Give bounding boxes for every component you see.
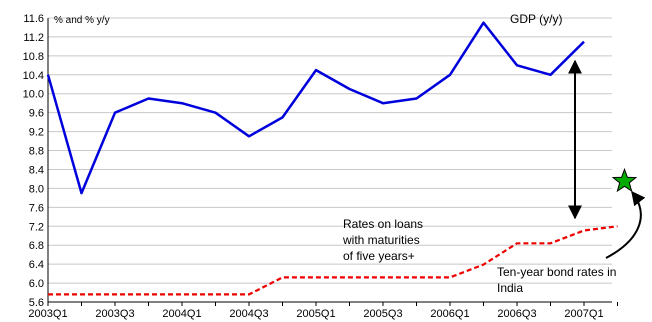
y-tick-label: 7.6 bbox=[29, 202, 44, 214]
x-tick-label: 2003Q1 bbox=[28, 308, 67, 320]
y-tick-label: 9.6 bbox=[29, 108, 44, 120]
bond-rate-label-line-1: Ten-year bond rates in bbox=[497, 265, 616, 279]
marker-layer bbox=[611, 167, 638, 193]
bond-curved-arrow bbox=[605, 190, 646, 259]
loan-rate-series-line bbox=[48, 225, 618, 296]
y-tick-label: 8.4 bbox=[29, 164, 44, 176]
y-tick-label: 10.0 bbox=[23, 89, 44, 101]
loan-rate-label-line-1: Rates on loans bbox=[343, 217, 423, 231]
x-tick-label: 2005Q1 bbox=[296, 308, 335, 320]
gdp-series-label: GDP (y/y) bbox=[510, 12, 562, 26]
x-tick-label: 2003Q3 bbox=[95, 308, 134, 320]
y-tick-label: 10.4 bbox=[23, 70, 44, 82]
bond-rate-star-icon bbox=[611, 167, 638, 193]
x-tick-label: 2006Q1 bbox=[430, 308, 469, 320]
y-tick-label: 7.2 bbox=[29, 221, 44, 233]
loan-rate-label: Rates on loans with maturities of five y… bbox=[342, 217, 426, 263]
bond-rate-label-line-2: India bbox=[497, 281, 523, 295]
axes bbox=[47, 18, 618, 306]
bond-rate-label: Ten-year bond rates in India bbox=[497, 265, 620, 295]
y-tick-labels: 11.6 11.2 10.8 10.4 10.0 9.6 9.2 8.8 8.4 8.0 7.6 7.… bbox=[23, 13, 44, 309]
x-tick-label: 2006Q3 bbox=[497, 308, 536, 320]
x-tick-labels: 2003Q1 2003Q3 2004Q1 2004Q3 2005Q1 2005Q3 2006… bbox=[28, 308, 603, 320]
y-tick-label: 8.8 bbox=[29, 146, 44, 158]
y-tick-label: 6.0 bbox=[29, 278, 44, 290]
y-tick-label: 10.8 bbox=[23, 51, 44, 63]
loan-rate-label-line-2: with maturities bbox=[342, 233, 420, 247]
y-axis-unit-label: % and % y/y bbox=[54, 15, 110, 26]
y-tick-label: 6.8 bbox=[29, 240, 44, 252]
y-tick-label: 11.6 bbox=[23, 13, 44, 25]
y-tick-label: 5.6 bbox=[29, 297, 44, 309]
gdp-series-line bbox=[46, 21, 585, 195]
x-tick-label: 2004Q3 bbox=[229, 308, 268, 320]
x-tick-label: 2007Q1 bbox=[564, 308, 603, 320]
series-layer bbox=[46, 21, 618, 296]
y-tick-label: 11.2 bbox=[23, 32, 44, 44]
y-tick-label: 9.2 bbox=[29, 127, 44, 139]
y-tick-label: 8.0 bbox=[29, 183, 44, 195]
loan-rate-label-line-3: of five years+ bbox=[343, 249, 415, 263]
x-tick-label: 2004Q1 bbox=[162, 308, 201, 320]
x-tick-label: 2005Q3 bbox=[363, 308, 402, 320]
y-tick-label: 6.4 bbox=[29, 259, 44, 271]
gridlines bbox=[48, 17, 612, 303]
